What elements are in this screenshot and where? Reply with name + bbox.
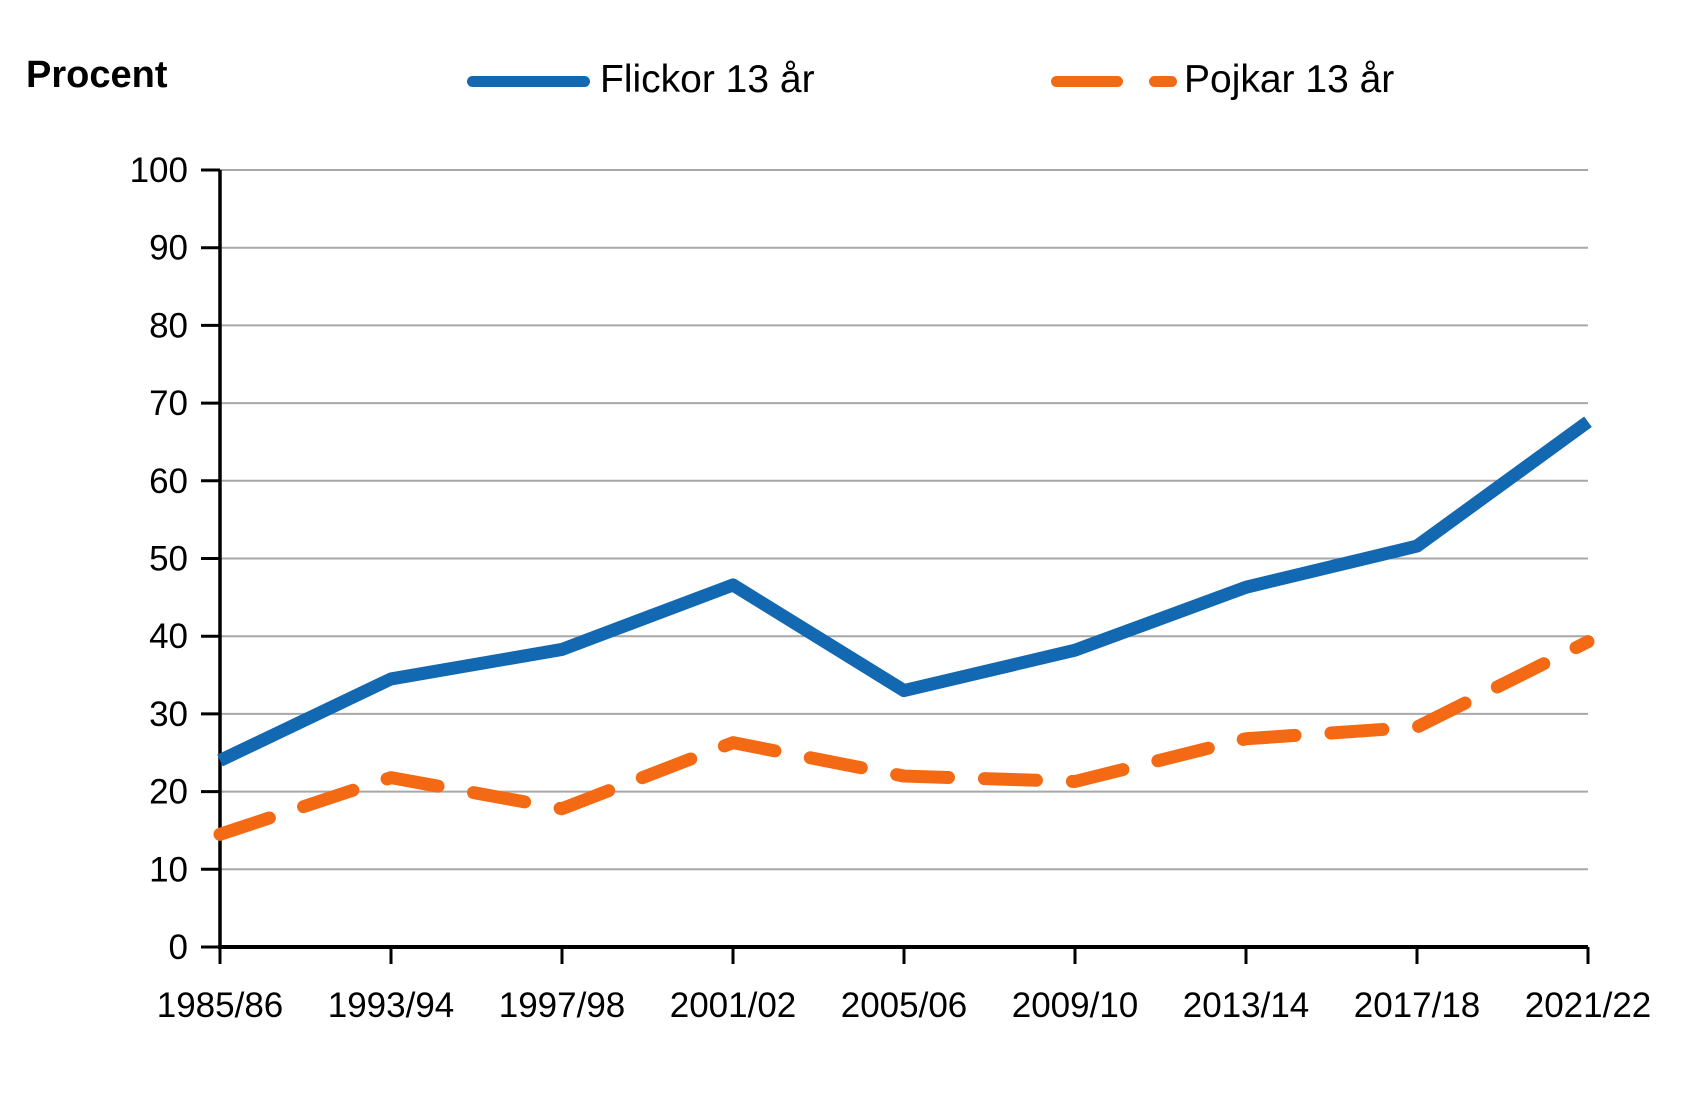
legend-dashed-line-icon [1051,76,1123,87]
x-axis-tick-label: 2005/06 [841,986,968,1025]
y-axis-tick-label: 10 [149,850,188,889]
x-axis-tick-label: 2013/14 [1183,986,1310,1025]
legend-label-pojkar: Pojkar 13 år [1184,58,1395,101]
legend-label-flickor: Flickor 13 år [600,58,815,101]
y-axis-tick-label: 100 [130,151,188,190]
x-axis-tick-label: 2009/10 [1012,986,1139,1025]
x-axis-tick-label: 1985/86 [157,986,284,1025]
y-axis-tick-label: 50 [149,540,188,579]
y-axis-tick-label: 70 [149,384,188,423]
x-axis-tick-label: 1993/94 [328,986,455,1025]
y-axis-tick-label: 80 [149,306,188,345]
series-line-pojkar [213,635,1595,841]
y-axis-tick-label: 60 [149,462,188,501]
y-axis-tick-label: 40 [149,617,188,656]
y-axis-tick-label: 30 [149,695,188,734]
x-axis-tick-label: 2001/02 [670,986,797,1025]
x-axis-tick-label: 2017/18 [1354,986,1481,1025]
y-axis-tick-label: 0 [169,928,188,967]
y-axis-title: Procent [26,54,168,96]
series-line-flickor [217,416,1592,767]
y-axis-tick-label: 90 [149,229,188,268]
legend-dashed-line-icon [1149,76,1177,87]
y-axis-tick-label: 20 [149,773,188,812]
x-axis-tick-label: 1997/98 [499,986,626,1025]
x-axis-tick-label: 2021/22 [1525,986,1652,1025]
legend-solid-line-icon [467,76,590,87]
